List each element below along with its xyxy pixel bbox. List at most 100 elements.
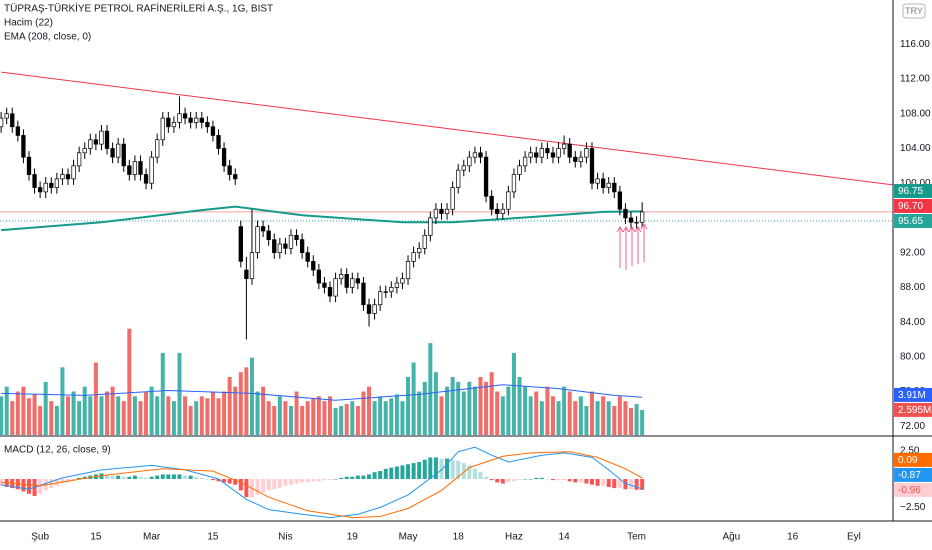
volume-ma-line [1, 384, 643, 401]
volume-bar [138, 401, 143, 435]
candle-body [205, 122, 210, 128]
volume-bar [4, 386, 9, 435]
y-tick-label: 84.00 [900, 317, 925, 328]
candle-body [143, 174, 149, 184]
x-tick-label: Tem [627, 532, 646, 543]
x-tick-label: Nis [278, 532, 292, 543]
candle-body [545, 148, 550, 154]
candle-body [389, 287, 394, 293]
histogram-bar [116, 475, 121, 479]
x-tick-label: 19 [347, 532, 359, 543]
candle-body [82, 148, 87, 154]
candle-body [199, 117, 204, 123]
candle-body [171, 122, 177, 128]
histogram-bar [489, 479, 494, 481]
histogram-bar [467, 465, 472, 479]
candle-body [472, 152, 478, 158]
candle-body [227, 165, 232, 175]
ema-line [1, 205, 643, 232]
volume-bar [327, 396, 332, 435]
volume-bar [612, 406, 617, 435]
volume-bar [417, 391, 422, 435]
histogram-bar [238, 479, 243, 491]
currency[interactable]: TRY [905, 6, 923, 16]
candle-body [99, 130, 104, 145]
arrow [616, 226, 624, 268]
volume-bar [640, 409, 645, 435]
volume-bar [205, 398, 210, 435]
volume-bar [456, 381, 461, 435]
candle-body [49, 182, 54, 188]
candle-body [528, 152, 533, 158]
candle-body [444, 208, 450, 214]
histogram-bar [216, 479, 221, 482]
volume-bar [461, 391, 466, 435]
volume-bar [472, 386, 477, 435]
candle-body [116, 143, 121, 158]
volume-bar [177, 352, 182, 435]
volume-bar [183, 396, 188, 435]
volume-bar [567, 391, 572, 435]
x-tick-label: Ağu [722, 532, 740, 543]
volume-bar [439, 396, 444, 435]
volume-bar [54, 406, 59, 435]
price-label-box [894, 183, 932, 198]
candle-body [511, 174, 517, 193]
volume-bar [523, 386, 528, 435]
volume-bar [355, 406, 360, 435]
volume-bar [238, 372, 243, 435]
volume-bar [361, 391, 366, 435]
volume-bar [495, 391, 500, 435]
candle-body [500, 208, 505, 214]
plot: 72.0076.0080.0084.0088.0092.00100.00104.… [0, 39, 931, 543]
volume-bar [344, 404, 349, 435]
price-label: -0.96 [898, 485, 921, 496]
volume-bar [233, 386, 238, 435]
histogram-bar [556, 479, 561, 481]
candle-body [88, 139, 93, 149]
price-label: 95.65 [898, 216, 923, 227]
histogram-bar [517, 479, 522, 481]
histogram-bar [71, 479, 76, 481]
candle-body [110, 148, 115, 158]
histogram-bar [339, 477, 344, 479]
histogram-bar [378, 471, 383, 479]
volume-bar [77, 401, 82, 435]
histogram-bar [155, 475, 160, 479]
histogram-bar [105, 474, 110, 479]
candle-body [77, 152, 82, 167]
volume-bar [149, 386, 154, 435]
histogram-bar [121, 476, 126, 479]
candle-body [550, 152, 556, 158]
candle-body [350, 278, 355, 288]
currency-badge[interactable] [902, 3, 926, 19]
volume-bar [367, 386, 372, 435]
histogram-bar [506, 479, 511, 483]
candle-body [417, 247, 422, 254]
candle-body [439, 208, 444, 214]
candle-body [60, 174, 65, 180]
candle-body [305, 252, 310, 262]
price-label-box [894, 467, 932, 482]
histogram-bar [316, 479, 321, 482]
volume-bar [26, 398, 31, 435]
trend-line [1, 71, 894, 186]
histogram-bar [110, 475, 115, 479]
candle-body [567, 143, 572, 158]
price-label-box [894, 387, 932, 402]
histogram-bar [355, 475, 360, 479]
arrow [622, 226, 630, 270]
histogram-bar [578, 479, 583, 483]
y-tick-label: 72.00 [900, 421, 925, 432]
volume-bar [511, 352, 516, 435]
volume-bar [595, 401, 600, 435]
arrow [634, 226, 642, 264]
histogram-bar [333, 479, 338, 480]
volume-title: Hacim (22) [4, 18, 53, 29]
candle-body [132, 161, 138, 175]
signal-line [1, 451, 643, 519]
volume-bar [378, 396, 383, 435]
x-tick-label: 15 [207, 532, 219, 543]
x-tick-label: 16 [787, 532, 799, 543]
volume-bar [127, 328, 132, 435]
